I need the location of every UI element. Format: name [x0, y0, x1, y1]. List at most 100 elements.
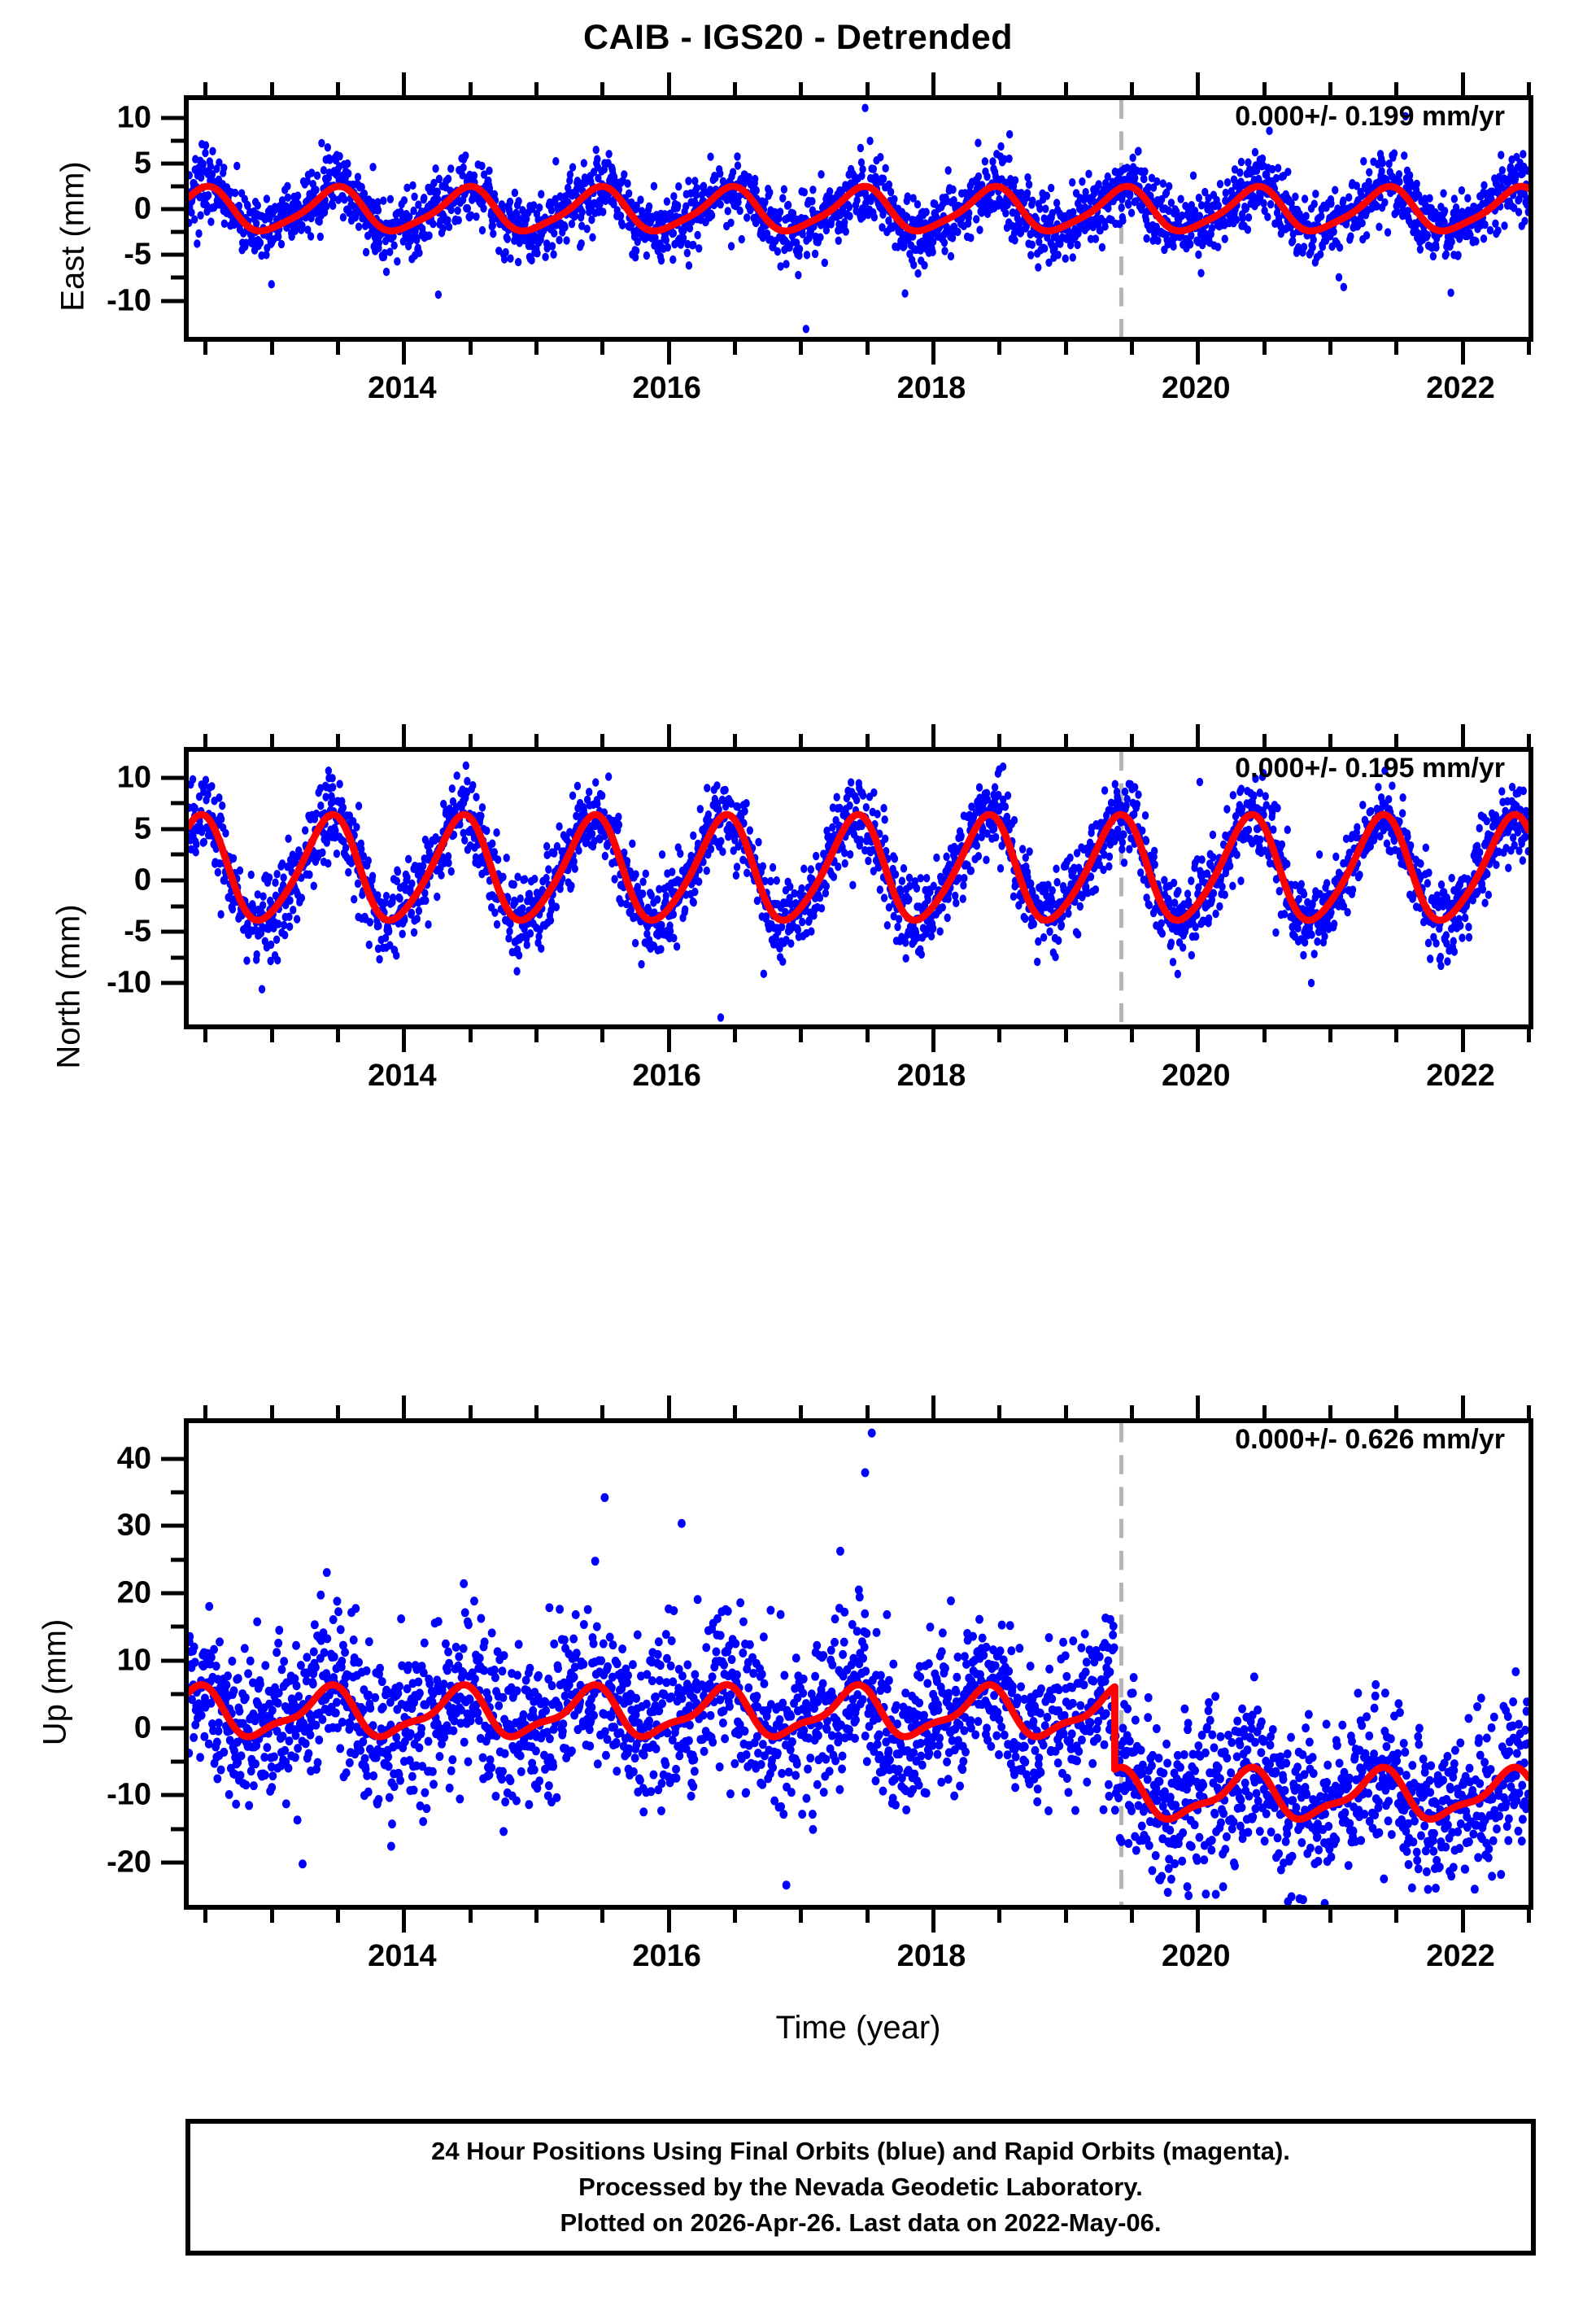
x-tick-mark-major-top [931, 724, 935, 747]
caption-line-1: 24 Hour Positions Using Final Orbits (bl… [431, 2136, 1290, 2165]
y-tick-mark [161, 1457, 184, 1461]
x-tick-mark-minor [269, 1910, 274, 1923]
plot-area-up [184, 1418, 1533, 1910]
x-tick-mark-minor [336, 1029, 341, 1042]
y-tick-mark [161, 827, 184, 832]
x-tick-mark-minor [1328, 1029, 1332, 1042]
x-tick-label: 2018 [896, 1059, 966, 1093]
figure-caption-box: 24 Hour Positions Using Final Orbits (bl… [185, 2119, 1536, 2256]
y-tick-mark-minor [171, 904, 184, 909]
x-tick-mark-minor-top [1526, 82, 1531, 95]
rate-annotation-east: 0.000+/- 0.199 mm/yr [1235, 101, 1505, 132]
x-tick-mark-minor [997, 342, 1002, 355]
x-tick-mark-minor-top [1063, 734, 1068, 747]
x-tick-mark-minor [997, 1910, 1002, 1923]
x-tick-mark-minor-top [997, 82, 1002, 95]
y-tick-label: -10 [107, 965, 151, 1000]
y-tick-mark [161, 207, 184, 212]
x-tick-label: 2020 [1161, 1939, 1231, 1973]
x-tick-mark-major [402, 342, 407, 365]
x-tick-mark-minor [1394, 1029, 1399, 1042]
x-tick-mark-minor [1063, 342, 1068, 355]
x-tick-mark-minor [1129, 342, 1134, 355]
x-tick-label: 2016 [632, 371, 701, 405]
x-tick-mark-minor [1262, 1029, 1267, 1042]
x-tick-mark-minor [534, 1029, 539, 1042]
x-tick-mark-minor [600, 342, 605, 355]
y-axis-label-north: North (mm) [50, 904, 87, 1069]
x-tick-mark-minor [732, 1910, 737, 1923]
x-tick-label: 2018 [896, 1939, 966, 1973]
x-tick-mark-minor-top [534, 1405, 539, 1418]
x-tick-mark-major-top [402, 72, 407, 95]
x-tick-mark-minor-top [799, 734, 804, 747]
x-tick-mark-minor-top [336, 1405, 341, 1418]
y-tick-mark [161, 1860, 184, 1865]
x-tick-mark-major-top [931, 1395, 935, 1418]
x-tick-label: 2016 [632, 1059, 701, 1093]
y-tick-label: 10 [116, 1643, 151, 1678]
x-tick-mark-minor [1328, 1910, 1332, 1923]
x-tick-mark-minor-top [600, 734, 605, 747]
y-tick-mark-minor [171, 138, 184, 143]
x-tick-mark-major-top [1196, 72, 1201, 95]
x-tick-label: 2022 [1426, 371, 1495, 405]
fit-curve-east [189, 182, 1528, 235]
y-tick-mark [161, 299, 184, 303]
x-tick-mark-minor [203, 1910, 208, 1923]
y-tick-label: 0 [133, 1710, 151, 1745]
x-tick-mark-minor-top [1129, 1405, 1134, 1418]
plot-area-east [184, 95, 1533, 342]
y-tick-mark [161, 929, 184, 934]
x-tick-label: 2016 [632, 1939, 701, 1973]
x-tick-mark-minor [600, 1910, 605, 1923]
x-tick-mark-minor-top [732, 734, 737, 747]
x-tick-mark-major [402, 1910, 407, 1933]
x-tick-mark-major-top [1460, 72, 1465, 95]
y-tick-mark [161, 1793, 184, 1797]
x-tick-mark-minor [1063, 1029, 1068, 1042]
page-title: CAIB - IGS20 - Detrended [582, 18, 1014, 57]
x-tick-mark-minor [269, 342, 274, 355]
x-tick-mark-major [1196, 1029, 1201, 1052]
x-tick-mark-minor [1129, 1910, 1134, 1923]
x-tick-mark-minor-top [468, 82, 473, 95]
x-tick-mark-minor-top [1063, 1405, 1068, 1418]
x-tick-mark-minor-top [1526, 734, 1531, 747]
y-tick-label: -5 [124, 914, 151, 949]
x-tick-mark-major-top [666, 724, 671, 747]
y-axis-label-up: Up (mm) [37, 1618, 73, 1746]
scatter-canvas-up [189, 1423, 1528, 1905]
x-tick-mark-major [1196, 1910, 1201, 1933]
x-tick-mark-minor-top [600, 1405, 605, 1418]
x-tick-mark-minor-top [997, 1405, 1002, 1418]
x-tick-mark-minor-top [600, 82, 605, 95]
x-tick-mark-minor-top [203, 734, 208, 747]
x-tick-mark-minor [997, 1029, 1002, 1042]
x-tick-mark-minor-top [534, 82, 539, 95]
x-tick-mark-minor-top [203, 82, 208, 95]
x-tick-mark-major-top [1460, 724, 1465, 747]
fit-curve-north [189, 810, 1528, 924]
x-tick-mark-major [931, 1910, 935, 1933]
x-tick-mark-minor [534, 1910, 539, 1923]
x-tick-label: 2022 [1426, 1059, 1495, 1093]
x-tick-mark-major-top [402, 1395, 407, 1418]
x-tick-mark-minor-top [269, 1405, 274, 1418]
x-tick-mark-minor-top [1063, 82, 1068, 95]
y-tick-mark [161, 252, 184, 257]
x-tick-mark-minor [1262, 1910, 1267, 1923]
y-tick-mark [161, 1658, 184, 1663]
y-tick-mark [161, 878, 184, 883]
fit-curve-up [189, 1681, 1119, 1740]
x-tick-mark-minor [534, 342, 539, 355]
x-tick-mark-minor-top [1129, 734, 1134, 747]
x-tick-mark-minor-top [336, 734, 341, 747]
y-tick-label: 5 [133, 146, 151, 181]
scatter-canvas-north [189, 752, 1528, 1024]
y-tick-mark-minor [171, 275, 184, 280]
x-tick-mark-minor-top [1129, 82, 1134, 95]
x-tick-mark-minor-top [1526, 1405, 1531, 1418]
y-tick-mark-minor [171, 1557, 184, 1562]
